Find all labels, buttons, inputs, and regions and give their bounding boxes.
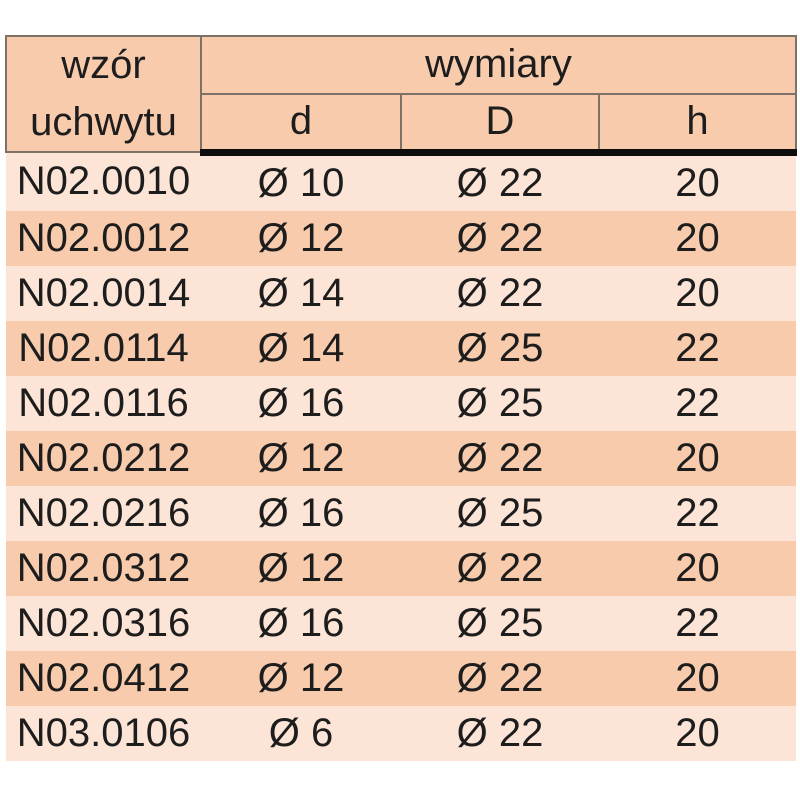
cell-model: N02.0316	[6, 595, 201, 651]
table-body: N02.0010 Ø 10 Ø 22 20 N02.0012 Ø 12 Ø 22 20 N02.…	[6, 152, 797, 761]
cell-model: N02.0012	[6, 210, 201, 266]
cell-model: N02.0010	[6, 152, 201, 211]
table-row: N02.0014 Ø 14 Ø 22 20	[6, 265, 797, 321]
cell-h: 20	[599, 650, 797, 706]
cell-model: N02.0412	[6, 650, 201, 706]
cell-d: Ø 10	[201, 152, 401, 211]
header-col-D: D	[400, 92, 600, 156]
cell-d: Ø 6	[201, 705, 401, 761]
cell-D: Ø 22	[401, 430, 599, 486]
cell-d: Ø 12	[201, 430, 401, 486]
header-col-h: h	[597, 92, 798, 156]
header-pattern-line2: uchwytu	[30, 100, 177, 144]
table-row: N02.0010 Ø 10 Ø 22 20	[6, 152, 797, 211]
cell-D: Ø 25	[401, 485, 599, 541]
cell-h: 20	[599, 705, 797, 761]
table-row: N02.0212 Ø 12 Ø 22 20	[6, 430, 797, 486]
cell-d: Ø 16	[201, 485, 401, 541]
cell-D: Ø 25	[401, 375, 599, 431]
table-row: N02.0116 Ø 16 Ø 25 22	[6, 375, 797, 431]
cell-d: Ø 16	[201, 375, 401, 431]
cell-h: 20	[599, 152, 797, 211]
cell-d: Ø 16	[201, 595, 401, 651]
cell-h: 20	[599, 540, 797, 596]
header-dimensions-cell: wymiary	[199, 35, 798, 95]
cell-h: 20	[599, 265, 797, 321]
cell-D: Ø 22	[401, 152, 599, 211]
cell-D: Ø 22	[401, 540, 599, 596]
cell-model: N02.0312	[6, 540, 201, 596]
cell-d: Ø 14	[201, 320, 401, 376]
cell-D: Ø 22	[401, 650, 599, 706]
cell-D: Ø 22	[401, 265, 599, 321]
cell-D: Ø 25	[401, 320, 599, 376]
cell-d: Ø 12	[201, 210, 401, 266]
header-pattern-line1: wzór	[61, 43, 146, 87]
header-col-d: d	[200, 92, 402, 156]
cell-h: 20	[599, 210, 797, 266]
cell-h: 22	[599, 485, 797, 541]
cell-h: 22	[599, 595, 797, 651]
cell-D: Ø 22	[401, 210, 599, 266]
cell-D: Ø 25	[401, 595, 599, 651]
cell-D: Ø 22	[401, 705, 599, 761]
table-row: N02.0114 Ø 14 Ø 25 22	[6, 320, 797, 376]
table-row: N02.0312 Ø 12 Ø 22 20	[6, 540, 797, 596]
cell-model: N02.0116	[6, 375, 201, 431]
cell-h: 20	[599, 430, 797, 486]
cell-model: N02.0212	[6, 430, 201, 486]
header-row-group: wzór uchwytu wymiary	[5, 35, 798, 153]
table-row: N02.0216 Ø 16 Ø 25 22	[6, 485, 797, 541]
cell-model: N02.0014	[6, 265, 201, 321]
table-row: N02.0012 Ø 12 Ø 22 20	[6, 210, 797, 266]
table-row: N02.0316 Ø 16 Ø 25 22	[6, 595, 797, 651]
cell-model: N02.0216	[6, 485, 201, 541]
cell-d: Ø 14	[201, 265, 401, 321]
cell-model: N02.0114	[6, 320, 201, 376]
cell-model: N03.0106	[6, 705, 201, 761]
cell-d: Ø 12	[201, 540, 401, 596]
cell-h: 22	[599, 375, 797, 431]
cell-d: Ø 12	[201, 650, 401, 706]
header-pattern-cell: wzór uchwytu	[5, 35, 202, 153]
table-row: N02.0412 Ø 12 Ø 22 20	[6, 650, 797, 706]
cell-h: 22	[599, 320, 797, 376]
header-pattern-stack: wzór uchwytu	[7, 37, 200, 151]
